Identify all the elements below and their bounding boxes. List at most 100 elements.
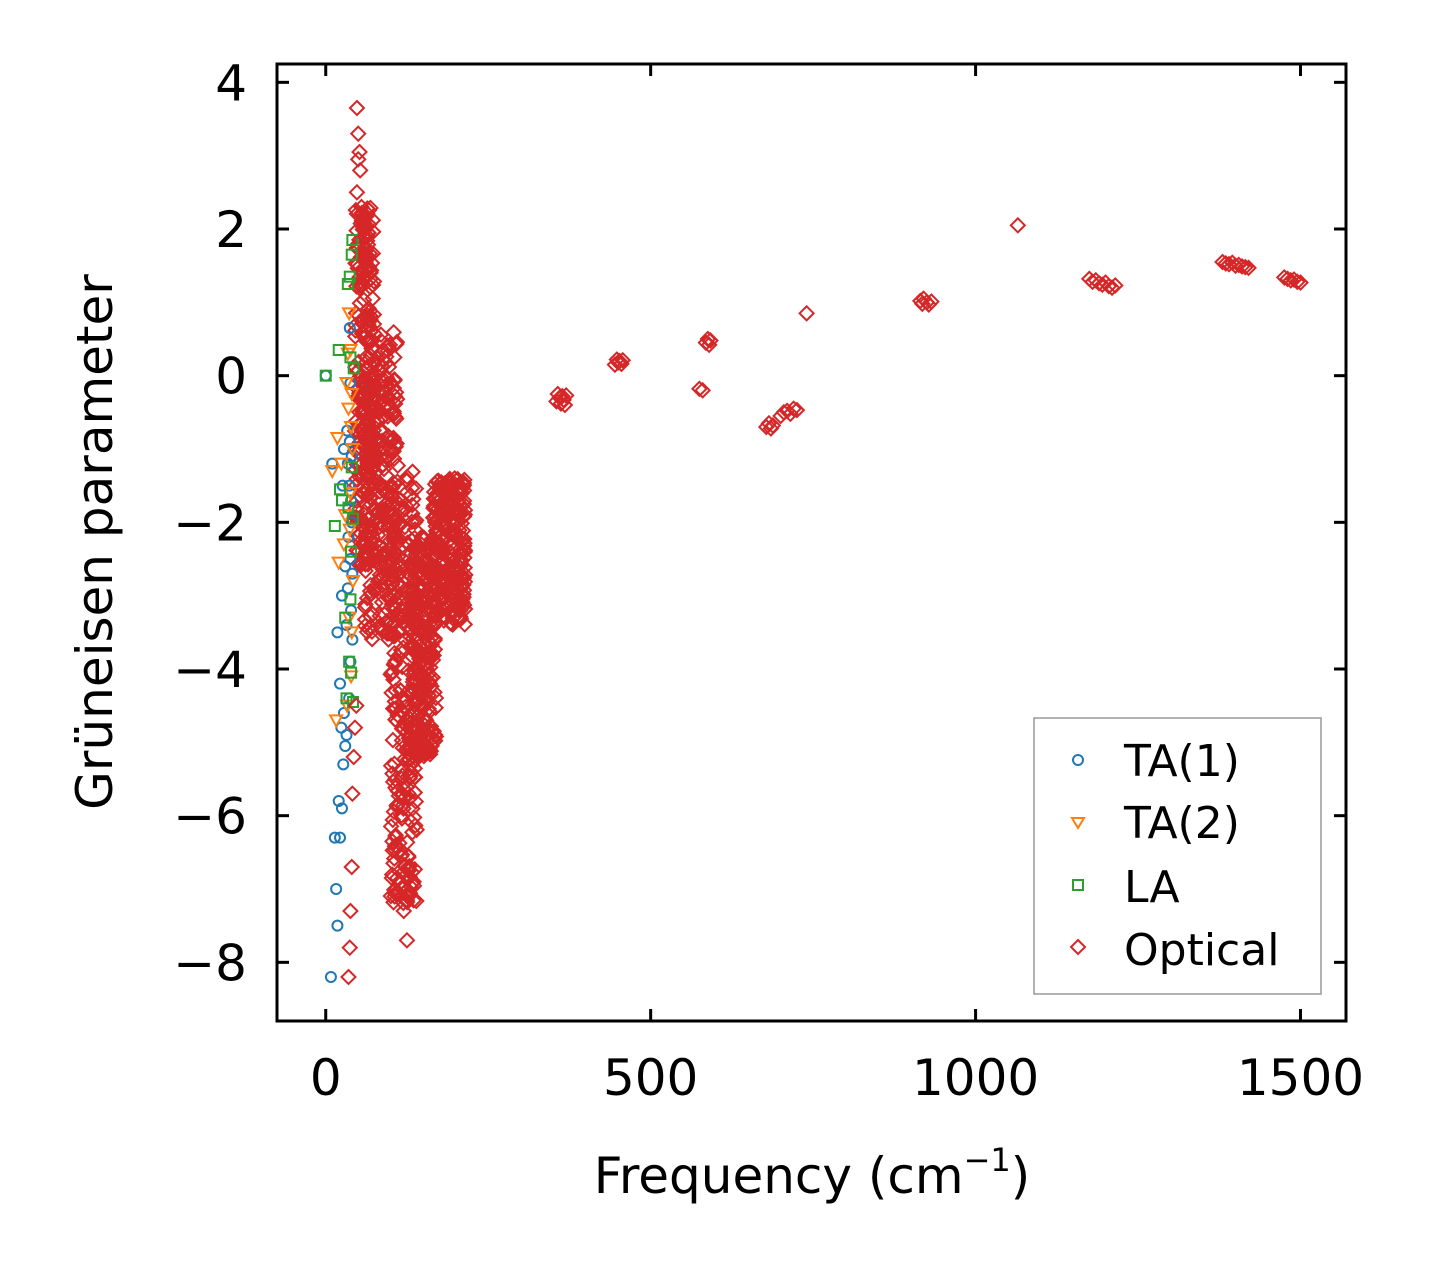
point-optical <box>556 396 574 414</box>
optical-cloud-point <box>356 485 374 503</box>
optical-cloud-point <box>404 561 422 579</box>
optical-cloud-point <box>361 418 379 436</box>
point-optical <box>1227 257 1244 275</box>
point-ta1 <box>328 831 341 844</box>
point-ta2 <box>342 344 359 359</box>
optical-cloud-point <box>385 370 403 388</box>
optical-cloud-point <box>390 787 408 805</box>
optical-cloud-point <box>432 535 450 553</box>
optical-cloud-point <box>450 521 468 539</box>
optical-cloud-point <box>369 349 387 367</box>
point-optical <box>1217 255 1235 272</box>
optical-dense-clouds <box>346 199 474 912</box>
optical-cloud-point <box>349 362 367 380</box>
point-ta1 <box>331 919 344 932</box>
point-optical <box>798 304 816 322</box>
point-optical <box>757 418 775 436</box>
optical-cloud-point <box>455 482 473 499</box>
optical-cloud-point <box>408 661 426 679</box>
optical-cloud-point <box>387 383 405 401</box>
point-ta1 <box>330 883 343 895</box>
optical-cloud-point <box>374 456 392 474</box>
optical-cloud-point <box>372 326 390 344</box>
point-optical <box>557 387 575 404</box>
point-optical <box>690 380 708 398</box>
point-la <box>319 369 332 382</box>
optical-cloud-point <box>393 846 411 864</box>
optical-cloud-point <box>349 259 367 277</box>
point-ta1 <box>344 553 357 565</box>
optical-cloud-point <box>410 629 428 647</box>
optical-cloud-point <box>364 276 382 294</box>
point-la <box>345 248 358 261</box>
optical-cloud-point <box>393 810 411 827</box>
point-la <box>345 461 358 474</box>
optical-cloud-point <box>383 479 401 497</box>
optical-cloud-point <box>402 707 420 725</box>
optical-cloud-point <box>455 474 473 492</box>
point-ta2 <box>331 556 347 571</box>
optical-cloud-point <box>382 887 400 905</box>
optical-cloud-point <box>383 684 401 702</box>
point-ta1 <box>334 677 347 690</box>
optical-cloud-point <box>452 576 470 594</box>
optical-cloud-point <box>376 606 393 623</box>
optical-cloud-point <box>385 450 403 468</box>
optical-cloud-point <box>425 490 443 508</box>
optical-cloud-point <box>386 570 404 588</box>
optical-cloud-point <box>442 535 460 552</box>
point-ta1 <box>345 516 358 529</box>
optical-cloud-point <box>387 682 405 700</box>
optical-cloud-point <box>427 513 445 531</box>
optical-cloud-point <box>440 568 458 586</box>
optical-cloud-point <box>358 589 376 607</box>
point-optical <box>1106 277 1124 294</box>
optical-cloud-point <box>425 497 443 515</box>
optical-cloud-point <box>444 547 462 565</box>
optical-cloud-point <box>403 479 421 497</box>
optical-cloud-point <box>398 472 416 490</box>
point-optical <box>1288 273 1306 291</box>
y-axis-label: Grüneisen parameter <box>66 274 124 810</box>
point-optical <box>351 161 369 179</box>
optical-cloud-point <box>436 552 454 569</box>
optical-cloud-point <box>396 750 414 768</box>
point-ta2 <box>329 432 346 447</box>
optical-cloud-point <box>357 370 375 388</box>
optical-cloud-point <box>369 580 386 598</box>
point-optical <box>351 143 368 161</box>
point-la <box>341 278 354 290</box>
point-optical <box>702 332 719 349</box>
point-la <box>346 234 359 246</box>
point-ta1 <box>343 435 356 448</box>
optical-cloud-point <box>359 517 377 535</box>
optical-cloud-point <box>398 468 416 486</box>
point-optical <box>341 939 359 957</box>
point-ta1 <box>331 626 344 639</box>
point-la <box>347 512 360 525</box>
optical-cloud-point <box>404 721 422 739</box>
optical-cloud-point <box>403 513 421 531</box>
point-ta1 <box>336 479 349 492</box>
point-optical <box>340 968 357 986</box>
x-axis-label: Frequency (cm−1) <box>594 1141 1031 1205</box>
optical-cloud-point <box>445 525 463 543</box>
point-ta2 <box>324 465 340 480</box>
optical-cloud-point <box>361 497 378 515</box>
point-la <box>344 593 357 606</box>
optical-cloud-point <box>426 558 444 576</box>
optical-cloud-point <box>388 531 406 549</box>
point-ta2 <box>344 626 360 641</box>
optical-cloud-point <box>443 601 461 619</box>
optical-cloud-point <box>411 581 429 599</box>
optical-cloud-point <box>412 575 429 593</box>
x-axis-label-main: Frequency (cm <box>594 1147 964 1205</box>
optical-cloud-point <box>362 367 379 385</box>
point-optical <box>1236 258 1254 276</box>
optical-cloud-point <box>363 331 380 349</box>
point-la <box>342 501 355 514</box>
point-ta1 <box>324 971 337 983</box>
optical-cloud-point <box>346 422 364 440</box>
point-optical <box>694 381 712 399</box>
point-optical <box>788 401 806 419</box>
